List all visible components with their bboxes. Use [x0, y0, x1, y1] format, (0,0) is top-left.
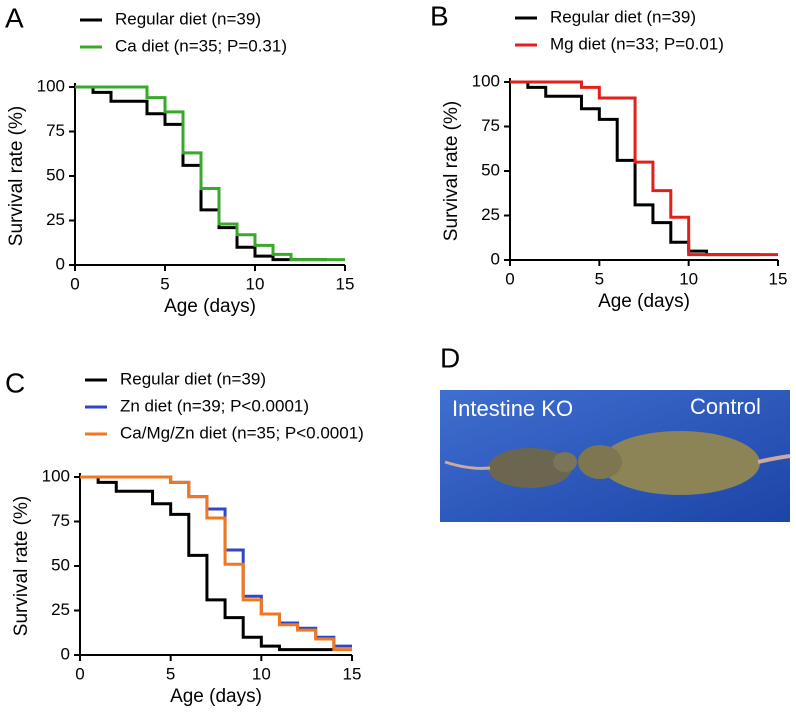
y-tick-label: 75 [46, 121, 65, 140]
photo-panel: D Intestine KO Control [440, 342, 791, 522]
photo-caption: Intestine KO [452, 396, 573, 421]
legend-label: Regular diet (n=39) [120, 369, 266, 388]
y-tick-label: 25 [51, 600, 70, 619]
survival-line [80, 475, 352, 652]
y-tick-label: 50 [51, 555, 70, 574]
mouse-ko [488, 448, 572, 488]
x-tick-label: 15 [769, 269, 788, 288]
y-tick-label: 0 [56, 254, 65, 273]
y-axis-label: Survival rate (%) [6, 106, 27, 246]
legend-label: Ca/Mg/Zn diet (n=35; P<0.0001) [120, 423, 364, 442]
x-tick-label: 0 [505, 269, 514, 288]
y-tick-label: 75 [51, 511, 70, 530]
legend-label: Zn diet (n=39; P<0.0001) [120, 396, 309, 415]
y-tick-label: 25 [46, 210, 65, 229]
y-tick-label: 75 [481, 116, 500, 135]
mouse-control-tail [757, 454, 791, 464]
panel-label: D [440, 342, 460, 373]
mouse-ko-tail [444, 460, 491, 470]
y-tick-label: 100 [42, 466, 70, 485]
mouse-control [600, 431, 760, 495]
x-tick-label: 10 [252, 664, 271, 683]
panel-label: B [430, 0, 449, 31]
x-axis-label: Age (days) [164, 296, 256, 317]
x-tick-label: 0 [75, 664, 84, 683]
panel-label: A [5, 2, 24, 33]
photo-caption: Control [690, 394, 761, 419]
x-tick-label: 5 [595, 269, 604, 288]
x-axis-label: Age (days) [170, 686, 262, 707]
y-tick-label: 0 [491, 249, 500, 268]
x-tick-label: 0 [70, 274, 79, 293]
mouse-control-head [578, 445, 622, 479]
y-tick-label: 25 [481, 205, 500, 224]
x-axis-label: Age (days) [598, 291, 690, 312]
survival-line [80, 475, 352, 648]
y-tick-label: 0 [61, 644, 70, 663]
x-tick-label: 15 [336, 274, 355, 293]
survival-line [75, 85, 345, 262]
y-axis-label: Survival rate (%) [11, 496, 32, 636]
legend-label: Regular diet (n=39) [550, 7, 696, 26]
survival-line [75, 85, 327, 262]
survival-line [510, 80, 778, 257]
x-tick-label: 10 [246, 274, 265, 293]
x-tick-label: 15 [343, 664, 362, 683]
panel-label: C [5, 367, 25, 398]
mouse-ko-head [553, 452, 577, 472]
y-axis-label: Survival rate (%) [441, 101, 462, 241]
survival-line [80, 475, 334, 652]
y-tick-label: 50 [46, 165, 65, 184]
y-tick-label: 100 [472, 71, 500, 90]
x-tick-label: 10 [679, 269, 698, 288]
y-tick-label: 50 [481, 160, 500, 179]
x-tick-label: 5 [160, 274, 169, 293]
y-tick-label: 100 [37, 76, 65, 95]
legend-label: Regular diet (n=39) [115, 9, 261, 28]
legend-label: Ca diet (n=35; P=0.31) [115, 36, 287, 55]
legend-label: Mg diet (n=33; P=0.01) [550, 34, 724, 53]
x-tick-label: 5 [166, 664, 175, 683]
